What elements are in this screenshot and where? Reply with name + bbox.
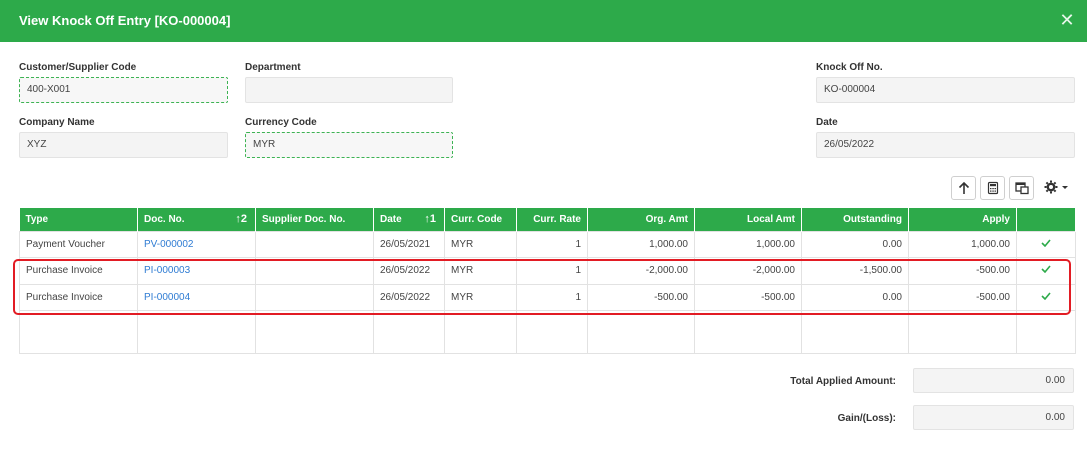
customer-supplier-code-field[interactable]: 400-X001 [19,77,228,103]
cell-supplier-doc-no [255,230,374,258]
cell-curr-rate: 1 [516,230,588,258]
table-row[interactable]: Payment Voucher PV-000002 26/05/2021 MYR… [19,230,1076,258]
total-applied-amount-field: 0.00 [913,368,1074,393]
arrow-up-icon [958,181,970,194]
cell-org-amt: 1,000.00 [587,230,695,258]
date-field[interactable]: 26/05/2022 [816,132,1075,158]
header-supplier-doc-no[interactable]: Supplier Doc. No. [255,208,374,231]
company-name-field[interactable]: XYZ [19,132,228,158]
knock-off-no-field[interactable]: KO-000004 [816,77,1075,103]
cell-curr-code: MYR [444,257,517,285]
company-name-label: Company Name [19,117,95,128]
total-applied-amount-label: Total Applied Amount: [790,376,896,387]
highlight-annotation [13,259,1071,315]
currency-code-field[interactable]: MYR [245,132,453,158]
cell-curr-code: MYR [444,230,517,258]
move-up-button[interactable] [951,176,976,200]
cell-type: Payment Voucher [19,230,138,258]
doc-no-link[interactable]: PI-000003 [144,265,191,277]
table-row[interactable]: Purchase Invoice PI-000003 26/05/2022 MY… [19,257,1076,285]
header-apply[interactable]: Apply [908,208,1017,231]
header-curr-rate[interactable]: Curr. Rate [516,208,588,231]
checkmark-icon [1041,292,1051,300]
header-outstanding[interactable]: Outstanding [801,208,909,231]
cell-org-amt: -500.00 [587,283,695,311]
cell-apply: 1,000.00 [908,230,1017,258]
header-org-amt[interactable]: Org. Amt [587,208,695,231]
cell-org-amt: -2,000.00 [587,257,695,285]
department-label: Department [245,62,301,73]
header-date[interactable]: Date ↑1 [373,208,445,231]
close-icon[interactable]: ✕ [1059,10,1075,30]
gain-loss-field: 0.00 [913,405,1074,430]
cell-supplier-doc-no [255,257,374,285]
table-row[interactable]: Purchase Invoice PI-000004 26/05/2022 MY… [19,283,1076,311]
sort-indicator-icon: ↑2 [235,213,247,225]
header-doc-no-label: Doc. No. [144,213,185,225]
column-chooser-button[interactable] [1009,176,1034,200]
gear-icon [1044,180,1068,194]
gain-loss-label: Gain/(Loss): [837,413,896,424]
cell-date: 26/05/2021 [373,230,445,258]
dialog-header: View Knock Off Entry [KO-000004] ✕ [0,0,1087,42]
header-date-label: Date [380,213,402,225]
cell-type: Purchase Invoice [19,283,138,311]
sort-indicator-icon: ↑1 [424,213,436,225]
cell-select[interactable] [1016,283,1076,311]
settings-button[interactable] [1044,179,1072,197]
customer-supplier-code-label: Customer/Supplier Code [19,62,137,73]
calculator-button[interactable] [980,176,1005,200]
cell-outstanding: 0.00 [801,230,909,258]
checkmark-icon [1041,239,1051,247]
calculator-icon [987,181,999,195]
checkmark-icon [1041,265,1051,274]
window-copy-icon [1015,182,1029,195]
dialog-title: View Knock Off Entry [KO-000004] [19,13,231,28]
header-doc-no[interactable]: Doc. No. ↑2 [137,208,256,231]
knock-off-no-label: Knock Off No. [816,62,883,73]
header-curr-code[interactable]: Curr. Code [444,208,517,231]
cell-local-amt: 1,000.00 [694,230,802,258]
date-label: Date [816,117,838,128]
department-field[interactable] [245,77,453,103]
currency-code-label: Currency Code [245,117,317,128]
empty-row [19,310,1076,354]
header-type[interactable]: Type [19,208,138,231]
cell-curr-code: MYR [444,283,517,311]
doc-no-link[interactable]: PI-000004 [144,291,191,303]
header-select [1016,208,1076,231]
knock-off-grid: Type Doc. No. ↑2 Supplier Doc. No. Date … [19,208,1076,354]
doc-no-link[interactable]: PV-000002 [144,238,194,250]
cell-select[interactable] [1016,230,1076,258]
header-local-amt[interactable]: Local Amt [694,208,802,231]
cell-local-amt: -2,000.00 [694,257,802,285]
